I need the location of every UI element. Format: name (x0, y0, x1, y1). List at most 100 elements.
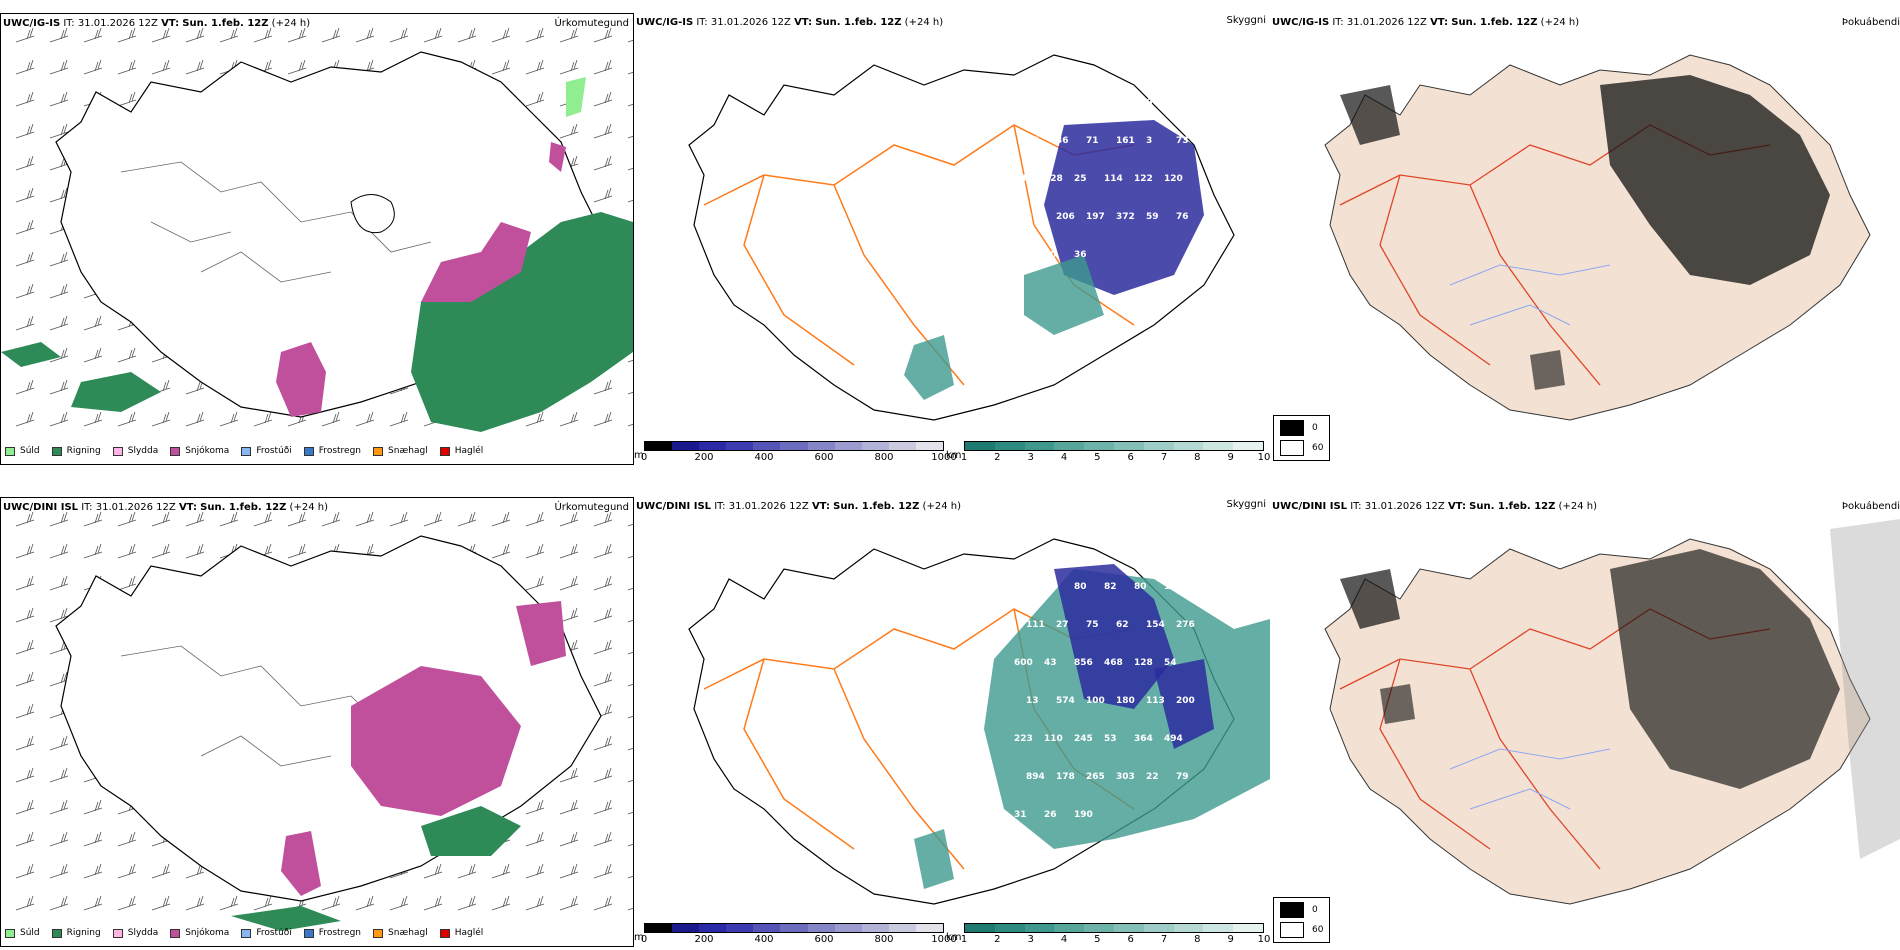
wind-barb (287, 511, 307, 527)
wind-barb (83, 863, 103, 879)
visibility-colorbar: 1 2 3 4 5 6 7 8 9 10 (961, 923, 1270, 945)
wind-barb (151, 59, 171, 75)
colorbar-tick: 4 (1060, 934, 1068, 945)
wind-barb (15, 895, 35, 911)
legend-label: Snjókoma (185, 446, 230, 456)
wind-barb (219, 511, 239, 527)
fog-label: 0 (1312, 905, 1318, 915)
wind-barb (423, 511, 443, 527)
wind-barb (151, 863, 171, 879)
cloud-base-value: 113 (1146, 696, 1165, 706)
cloud-base-value: 31 (1014, 810, 1027, 820)
it-value: 31.01.2026 12Z (95, 502, 176, 513)
visibility-area (984, 569, 1270, 849)
wind-barb (49, 315, 69, 331)
wind-barb (321, 511, 341, 527)
legend-label: Haglél (454, 928, 484, 938)
panel-title-precip: Úrkomutegund (554, 502, 629, 513)
wind-barb (525, 511, 545, 527)
wind-barb (15, 155, 35, 171)
fog-area (1380, 684, 1415, 724)
it-label: IT: (714, 501, 726, 512)
legend-item: Haglél (439, 446, 483, 456)
wind-barb (593, 575, 613, 591)
cloud-base-unit: m (634, 450, 644, 461)
legend-item: Frostregn (303, 928, 361, 938)
cloud-base-value: 75 (1086, 620, 1099, 630)
vt-value: Sun. 1.feb. 12Z (182, 18, 269, 29)
fog-area (1340, 85, 1400, 145)
wind-barb (15, 59, 35, 75)
wind-barb (593, 511, 613, 527)
cloud-base-value: 200 (1176, 696, 1195, 706)
wind-barb (151, 411, 171, 427)
wind-barb (457, 27, 477, 43)
wind-barb (117, 27, 137, 43)
wind-barb (15, 123, 35, 139)
cloud-area (1024, 255, 1104, 335)
colorbar-cell (807, 442, 835, 450)
legend-swatch (112, 928, 123, 938)
colorbar-cell (861, 924, 889, 932)
wind-barb (83, 59, 103, 75)
wind-barb (117, 411, 137, 427)
colorbar-cell (645, 442, 673, 450)
colorbar-cell (994, 924, 1025, 932)
vt-label: VT: (1447, 501, 1466, 512)
legend-item: Frostúði (241, 446, 292, 456)
colorbar-cell (1233, 442, 1263, 450)
colorbar-tick: 3 (1027, 452, 1034, 463)
wind-barb (151, 27, 171, 43)
wind-barb (117, 575, 137, 591)
wind-barb (559, 863, 579, 879)
land-detail (120, 161, 432, 283)
colorbar-cell (1203, 924, 1234, 932)
wind-barb (389, 27, 409, 43)
wind-barb (49, 863, 69, 879)
legend-swatch (303, 928, 314, 938)
cloud-base-value: 197 (1086, 212, 1105, 222)
wind-barb (627, 423, 633, 427)
wind-barb (457, 863, 477, 879)
legend-item: Slydda (112, 446, 159, 456)
wind-barb (151, 895, 171, 911)
wind-barb (15, 543, 35, 559)
wind-barb (15, 575, 35, 591)
wind-barb (185, 543, 205, 559)
colorbar-cell (699, 442, 727, 450)
panel-header: UWC/IG-IS IT: 31.01.2026 12Z VT: Sun. 1.… (636, 17, 943, 28)
legend-label: Slydda (127, 446, 159, 456)
cloud-base-value: 62 (1044, 98, 1057, 108)
vt-label: VT: (794, 17, 813, 28)
wind-barb (593, 799, 613, 815)
cloud-base-value: 27 (1056, 620, 1069, 630)
fog-area (1530, 350, 1565, 390)
road-network (703, 124, 1135, 386)
vt-label: VT: (161, 18, 180, 29)
precip-map (15, 511, 633, 931)
colorbar-tick: 600 (814, 452, 834, 463)
wind-barb (627, 523, 633, 527)
vt-value: Sun. 1.feb. 12Z (815, 17, 902, 28)
wind-barb (185, 411, 205, 427)
wind-barb (49, 27, 69, 43)
wind-barb (525, 59, 545, 75)
cloud-base-value: 140 (1014, 174, 1033, 184)
wind-barb (83, 831, 103, 847)
wind-barb (15, 283, 35, 299)
snow-area (276, 342, 326, 417)
wind-barb (593, 543, 613, 559)
wind-barb (49, 91, 69, 107)
wind-barb (15, 767, 35, 783)
legend-label: Rigning (66, 446, 101, 456)
wind-barb (83, 347, 103, 363)
wind-barb (185, 895, 205, 911)
cloud-base-value: 161 (1116, 136, 1135, 146)
cloud-base-value: 22 (1146, 772, 1159, 782)
wind-barb (627, 683, 633, 687)
wind-barb (525, 831, 545, 847)
wind-barb (83, 27, 103, 43)
colorbar-tick: 10 (1257, 452, 1271, 463)
wind-barb (593, 27, 613, 43)
colorbar-cell (965, 442, 995, 450)
